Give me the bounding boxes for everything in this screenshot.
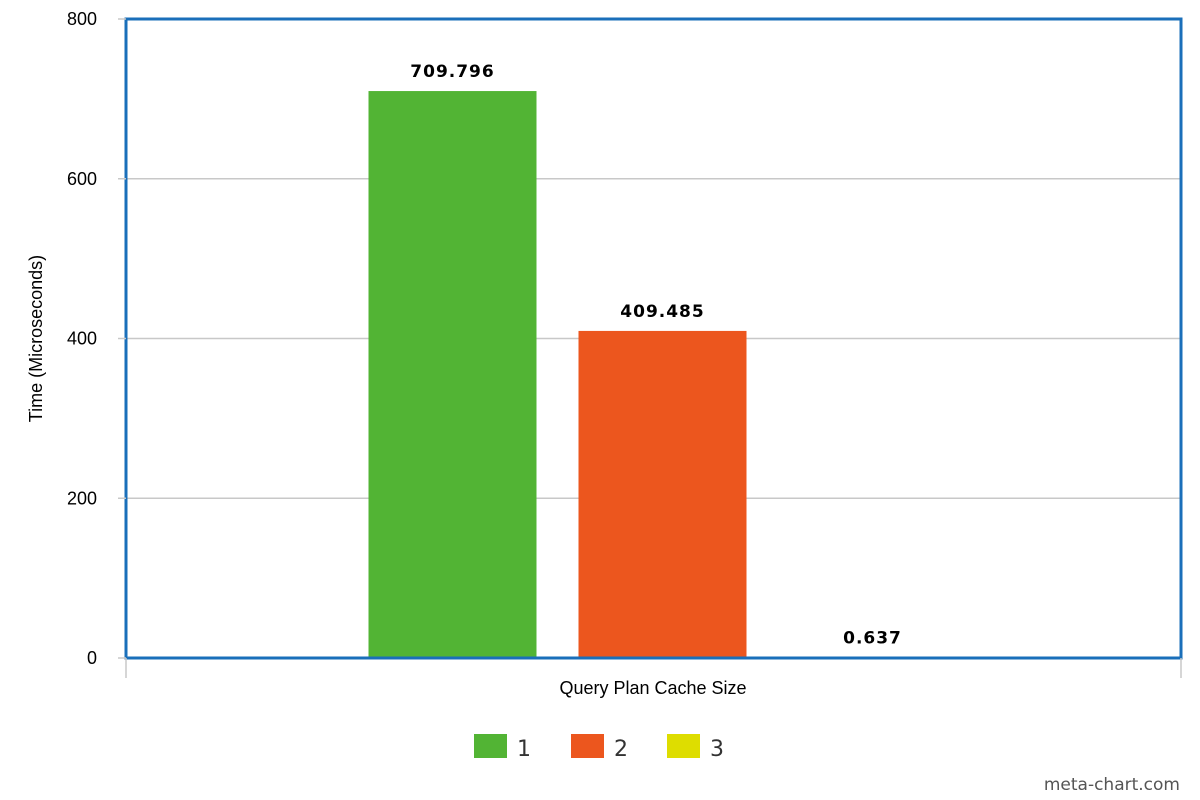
y-tick-label: 0: [87, 648, 97, 668]
y-axis-ticks: 0 200 400 600 800: [67, 9, 126, 668]
y-tick-label: 200: [67, 488, 97, 508]
legend-swatch-2: [571, 734, 604, 758]
credit-text: meta-chart.com: [1044, 775, 1180, 795]
legend-label-2: 2: [614, 737, 628, 762]
legend-swatch-1: [474, 734, 507, 758]
legend-label-3: 3: [710, 737, 724, 762]
legend-swatch-3: [667, 734, 700, 758]
data-label: 709.796: [410, 62, 494, 82]
data-labels: 709.796 409.485 0.637: [410, 62, 902, 648]
x-axis-title: Query Plan Cache Size: [559, 678, 746, 698]
bar-series-1: [368, 91, 537, 659]
bars: [368, 91, 957, 659]
y-axis-title: Time (Microseconds): [26, 255, 46, 422]
y-tick-label: 600: [67, 169, 97, 189]
y-tick-label: 800: [67, 9, 97, 29]
x-axis: [125, 658, 1182, 678]
data-label: 409.485: [620, 302, 704, 322]
legend: 1 2 3: [474, 734, 724, 762]
legend-label-1: 1: [517, 737, 531, 762]
bar-series-2: [578, 330, 747, 658]
data-label: 0.637: [843, 628, 902, 648]
y-tick-label: 400: [67, 329, 97, 349]
